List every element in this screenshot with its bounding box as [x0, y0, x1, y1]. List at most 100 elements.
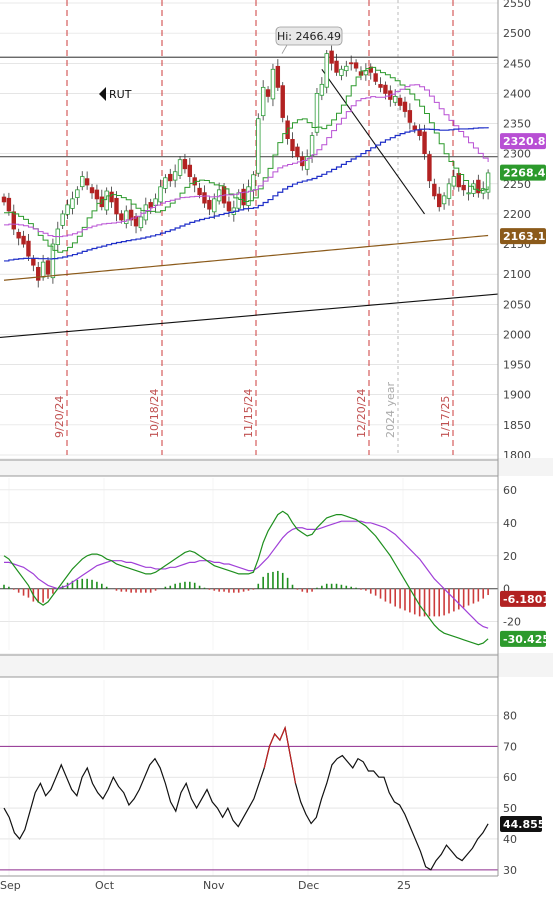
- y-tick-label: 30: [503, 864, 517, 877]
- candle-body: [290, 139, 295, 152]
- candle-body: [124, 210, 129, 224]
- candle-body: [75, 189, 80, 198]
- candle-body: [104, 190, 109, 211]
- panel-separator: [0, 458, 553, 476]
- value-label-text: -30.425: [503, 633, 550, 646]
- candle-body: [397, 97, 403, 106]
- candle-body: [11, 211, 16, 230]
- price-label-box: [500, 133, 546, 150]
- x-axis: Sep Oct Nov Dec 25: [0, 875, 498, 892]
- candle-body: [402, 101, 408, 112]
- candle-body: [207, 199, 212, 210]
- price-label-box: [500, 228, 546, 245]
- candle-body: [324, 53, 329, 88]
- candle-body: [16, 231, 21, 239]
- y-tick-label: 40: [503, 517, 517, 530]
- candle-body: [451, 176, 457, 187]
- candle-body: [280, 85, 285, 118]
- candle-body: [437, 193, 442, 208]
- symbol-arrow-icon: [99, 87, 106, 101]
- candle-body: [246, 186, 251, 206]
- price-label-text: 2163.17: [503, 230, 553, 243]
- candle-body: [31, 258, 36, 266]
- candle-body: [212, 198, 217, 213]
- x-tick-label: Oct: [95, 879, 115, 892]
- candle-body: [182, 159, 188, 170]
- signal-line: [4, 520, 489, 629]
- candle-body: [446, 183, 452, 199]
- candle-body: [168, 173, 173, 182]
- candle-body: [392, 96, 398, 103]
- candle-body: [26, 240, 31, 257]
- candle-body: [309, 135, 315, 157]
- y-tick-label: 2300: [503, 148, 531, 161]
- candle-body: [21, 235, 26, 245]
- ma-green-line: [4, 66, 489, 253]
- symbol-label: RUT: [109, 88, 132, 101]
- candle-body: [172, 171, 178, 181]
- candle-body: [427, 154, 432, 182]
- price-label-box: [500, 164, 546, 181]
- candle-body: [485, 172, 491, 193]
- candle-body: [241, 188, 246, 206]
- rsi-line: [3, 725, 489, 871]
- x-tick-label: Dec: [298, 879, 319, 892]
- candle-body: [275, 65, 281, 88]
- value-label-text: 44.855: [503, 818, 545, 831]
- y-tick-label: 40: [503, 833, 517, 846]
- y-tick-label: 2400: [503, 87, 531, 100]
- candle-body: [94, 189, 100, 200]
- candle-body: [270, 68, 276, 100]
- candle-body: [422, 131, 427, 155]
- candle-body: [36, 266, 41, 281]
- x-tick-label: 25: [397, 879, 411, 892]
- y-tick-label: 0: [503, 583, 510, 596]
- high-callout-pointer: [281, 44, 288, 54]
- candle-body: [466, 192, 471, 195]
- y-tick-label: 80: [503, 709, 517, 722]
- y-tick-label: 60: [503, 771, 517, 784]
- candle-body: [348, 62, 354, 65]
- high-callout-box: [275, 26, 343, 46]
- candle-body: [432, 183, 437, 197]
- candle-body: [353, 62, 359, 69]
- candle-body: [45, 260, 51, 275]
- y-tick-label: 70: [503, 740, 517, 753]
- y-tick-label: 2000: [503, 328, 531, 341]
- candle-body: [84, 178, 90, 186]
- candle-body: [260, 86, 266, 117]
- candle-body: [153, 198, 158, 206]
- candle-body: [89, 187, 95, 194]
- candle-body: [329, 50, 334, 64]
- candle-body: [40, 261, 46, 278]
- candle-body: [163, 177, 168, 189]
- y-tick-label: 2200: [503, 208, 531, 221]
- y-tick-label: 2350: [503, 118, 531, 131]
- value-label-box: [500, 815, 542, 832]
- ma-purple-line: [4, 84, 489, 238]
- candle-body: [60, 213, 65, 226]
- candle-body: [383, 84, 388, 94]
- candle-body: [65, 204, 70, 215]
- macd-line: [3, 510, 489, 646]
- vertical-marker-label: 1/17/25: [439, 396, 452, 438]
- candle-body: [187, 164, 193, 177]
- y-tick-label: 2050: [503, 298, 531, 311]
- price-label-text: 2268.47: [503, 167, 553, 180]
- candle-body: [236, 192, 241, 209]
- vertical-marker-label: 12/20/24: [355, 389, 368, 438]
- candle-body: [256, 118, 261, 174]
- vertical-marker-label: 9/20/24: [53, 396, 66, 438]
- candle-body: [441, 195, 447, 205]
- high-callout: Hi: 2466.49: [275, 26, 343, 54]
- candle-body: [6, 197, 12, 212]
- candle-body: [314, 93, 320, 133]
- trend-line: [0, 293, 499, 339]
- candles: [1, 45, 491, 288]
- vertical-marker-label: 2024 year: [384, 381, 397, 438]
- candle-body: [319, 83, 325, 96]
- y-tick-label: 2550: [503, 0, 531, 10]
- candle-body: [378, 84, 383, 88]
